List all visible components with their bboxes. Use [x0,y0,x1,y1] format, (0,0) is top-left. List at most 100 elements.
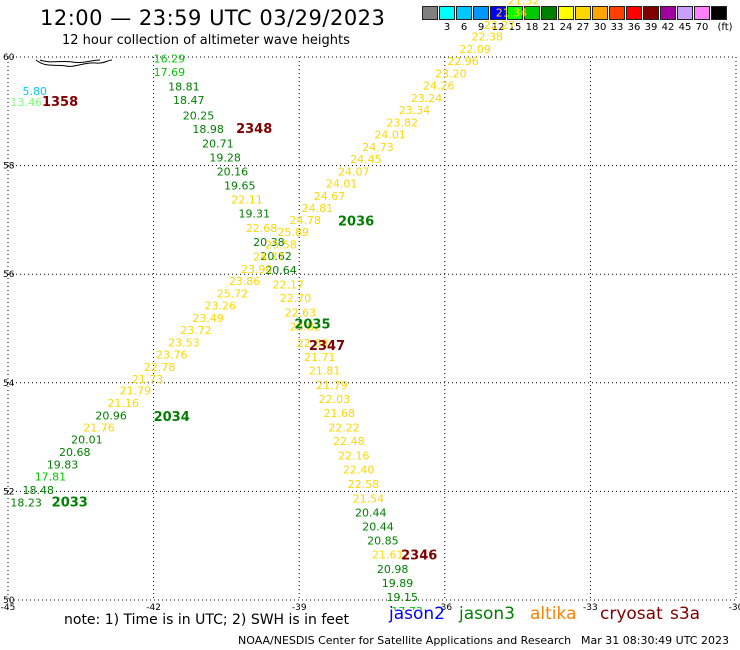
wave-height-point: 22.70 [280,292,312,305]
wave-height-point: 17.73 [391,605,423,610]
wave-height-point: 18.47 [173,94,205,107]
wave-height-point: 17.69 [154,66,186,79]
legend-label: 39 [644,22,658,33]
y-tick-label: 58 [3,162,15,172]
wave-height-point: 21.79 [120,385,152,398]
wave-height-point: 23.26 [205,299,237,312]
wave-height-point: 22.60 [297,337,329,350]
wave-height-point: 19.31 [239,208,270,221]
legend-swatch [626,6,642,20]
wave-height-point: 5.80 [23,85,47,98]
satellite-s3a: s3a [670,604,701,624]
legend-label: 12 [491,22,505,33]
y-tick-label: 54 [3,379,15,389]
legend-label: 9 [477,22,485,33]
legend-unit: (ft) [717,22,733,33]
wave-height-point: 22.03 [319,393,351,406]
y-tick-label: 50 [3,596,15,606]
wave-height-point: 17.81 [35,471,66,484]
y-tick-label: 56 [3,270,15,280]
wave-height-point: 22.09 [459,43,491,56]
credit-line: NOAA/NESDIS Center for Satellite Applica… [238,634,572,647]
wave-height-point: 22.16 [338,449,370,462]
legend-swatch [541,6,557,20]
wave-height-point: 18.98 [192,123,224,136]
y-tick-label: 60 [3,53,15,63]
legend-swatch [660,6,676,20]
legend-label: 21 [542,22,556,33]
wave-height-point: 24.67 [314,190,346,203]
legend-label: 27 [576,22,590,33]
wave-height-point: 22.48 [333,435,365,448]
page-subtitle: 12 hour collection of altimeter wave hei… [62,33,350,48]
pass-time-label: 2035 [294,318,330,333]
wave-height-point: 20.71 [202,138,234,151]
legend-label: 18 [525,22,539,33]
wave-height-point: 24.81 [302,202,334,215]
legend-swatch [575,6,591,20]
wave-height-point: 23.82 [387,117,419,130]
wave-height-point: 22.63 [285,307,317,320]
legend-swatch [490,6,506,20]
wave-height-point: 22.27 [484,19,516,32]
legend-swatch [439,6,455,20]
satellite-jason2: jason2 [389,604,445,624]
legend-swatch [422,6,438,20]
page-title: 12:00 — 23:59 UTC 03/29/2023 [40,6,386,30]
wave-height-point: 20.38 [253,236,284,249]
wave-height-point: 21.79 [316,379,348,392]
wave-height-point: 23.90 [241,263,273,276]
legend-label: 6 [460,22,468,33]
pass-time-label: 2033 [52,496,88,511]
wave-height-point: 23.76 [156,348,188,361]
legend-swatch [609,6,625,20]
legend-label: 30 [593,22,607,33]
legend-swatch [507,6,523,20]
wave-height-point: 22.11 [231,194,263,207]
wave-height-point: 20.64 [265,264,297,277]
wave-height-point: 23.82 [289,321,321,334]
wave-height-point: 24.01 [326,177,358,190]
wave-height-point: 19.15 [387,591,419,604]
wave-height-point: 20.96 [95,410,127,423]
wave-height-point: 20.62 [260,250,292,263]
wave-height-point: 21.68 [323,407,355,420]
wave-height-point: 23.53 [168,336,200,349]
pass-time-label: 2036 [338,214,374,229]
wave-height-point: 21.73 [132,373,164,386]
wave-height-point: 19.65 [224,179,256,192]
footnote: note: 1) Time is in UTC; 2) SWH is in fe… [64,612,350,628]
legend-swatch [677,6,693,20]
wave-height-point: 19.28 [209,151,241,164]
wave-height-point: 22.17 [273,278,305,291]
wave-height-point: 21.61 [372,549,404,562]
wave-height-point: 24.45 [350,153,382,166]
y-tick-label: 52 [3,487,14,497]
wave-height-point: 23.20 [435,68,467,81]
wave-height-point: 16.29 [154,52,186,65]
wave-height-point: 20.25 [183,109,215,122]
wave-height-point: 24.78 [289,214,321,227]
wave-height-point: 21.81 [309,365,341,378]
wave-height-point: 20.16 [217,165,249,178]
pass-time-label: 2034 [154,410,190,425]
wave-height-point: 24.26 [423,80,455,93]
wave-height-point: 21.54 [353,492,385,505]
legend-label: 3 [443,22,451,33]
wave-height-point: 23.72 [180,324,212,337]
wave-height-point: 21.71 [304,351,336,364]
wave-height-point: 23.24 [411,92,443,105]
x-tick-label: -39 [292,603,307,610]
wave-height-point: 24.77 [253,251,284,264]
wave-height-point: 18.23 [10,497,42,510]
wave-height-point: 25.72 [217,288,249,301]
wave-height-point: 22.40 [343,463,375,476]
wave-height-point: 19.89 [382,577,414,590]
wave-height-point: 23.49 [192,312,224,325]
pass-time-label: 1358 [42,95,78,110]
satellite-altika: altika [530,604,577,624]
x-tick-label: -36 [437,603,452,610]
pass-time-label: 2347 [309,339,345,354]
wave-height-point: 20.68 [59,446,91,459]
wave-height-point: 20.85 [367,535,399,548]
